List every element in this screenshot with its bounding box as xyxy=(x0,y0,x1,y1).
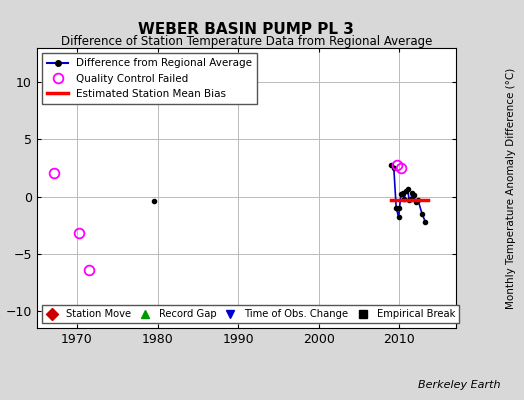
Text: Monthly Temperature Anomaly Difference (°C): Monthly Temperature Anomaly Difference (… xyxy=(506,67,516,309)
Text: Berkeley Earth: Berkeley Earth xyxy=(418,380,500,390)
Text: Difference of Station Temperature Data from Regional Average: Difference of Station Temperature Data f… xyxy=(61,35,432,48)
Text: WEBER BASIN PUMP PL 3: WEBER BASIN PUMP PL 3 xyxy=(138,22,354,37)
Legend: Station Move, Record Gap, Time of Obs. Change, Empirical Break: Station Move, Record Gap, Time of Obs. C… xyxy=(42,305,459,323)
